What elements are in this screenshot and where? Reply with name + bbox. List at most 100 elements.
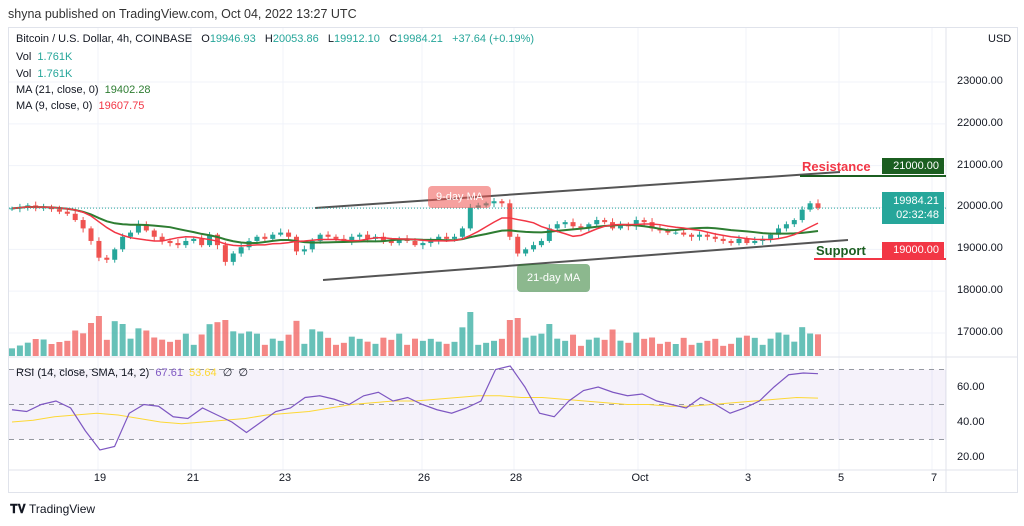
volume-bar [538, 333, 545, 356]
legend-vol1[interactable]: Vol 1.761K [16, 51, 72, 63]
legend-ma9[interactable]: MA (9, close, 0) 19607.75 [16, 100, 144, 112]
volume-bar [577, 345, 584, 356]
vol-value: 1.761K [37, 51, 73, 63]
volume-bar [80, 333, 87, 356]
volume-bar [412, 338, 418, 356]
volume-bar [570, 334, 577, 356]
volume-bar [546, 324, 553, 356]
candle-body [736, 238, 742, 244]
candle-body [799, 209, 805, 221]
candle-body [673, 232, 679, 234]
volume-bar [751, 337, 758, 356]
legend-ma21[interactable]: MA (21, close, 0) 19402.28 [16, 84, 151, 96]
last-price-tag: 19984.21 02:32:48 [882, 192, 944, 224]
candle-body [293, 236, 299, 252]
volume-bar [119, 324, 126, 356]
volume-bar [159, 339, 166, 356]
candle-body [262, 236, 268, 239]
volume-bar [238, 333, 245, 356]
legend-rsi[interactable]: RSI (14, close, SMA, 14, 2) 67.61 53.64 … [16, 366, 248, 379]
change-value: +37.64 (+0.19%) [452, 33, 535, 45]
tradingview-brand[interactable]: 𝐓𝐕 TradingView [10, 502, 95, 517]
candle-body [238, 247, 244, 254]
candle-body [412, 240, 418, 246]
volume-bar [562, 340, 569, 356]
brand-name: TradingView [29, 502, 96, 516]
last-price: 19984.21 [893, 195, 939, 207]
volume-bar [111, 321, 118, 356]
volume-bar [396, 333, 403, 356]
candle-body [602, 220, 608, 223]
volume-bar [530, 335, 537, 356]
volume-bar [506, 320, 513, 356]
ma9-value: 19607.75 [98, 100, 145, 112]
legend-vol2[interactable]: Vol 1.761K [16, 68, 72, 80]
candle-body [214, 234, 220, 246]
ma9-line [11, 206, 819, 247]
volume-bar [688, 344, 695, 356]
volume-bar [451, 341, 458, 356]
volume-bar [633, 332, 640, 356]
volume-bar [554, 338, 561, 356]
candle-body [199, 238, 205, 246]
candle-body [444, 236, 450, 239]
high-label: H [264, 33, 273, 45]
candle-body [617, 224, 623, 229]
volume-bar [356, 338, 363, 356]
time-tick: 23 [278, 472, 292, 484]
candle-body [752, 240, 758, 244]
candle-body [783, 224, 789, 229]
candle-body [459, 228, 465, 237]
candle-body [88, 228, 94, 241]
candle-body [333, 236, 339, 239]
candle-body [807, 203, 813, 210]
candle-body [135, 224, 141, 233]
ma21-value: 19402.28 [104, 84, 151, 96]
ma9-annotation: 9-day MA [428, 186, 492, 208]
time-tick: 5 [837, 472, 845, 484]
candle-body [325, 234, 331, 237]
volume-bar [720, 345, 727, 356]
volume-bar [348, 336, 355, 356]
volume-bar [467, 312, 474, 356]
candle-body [56, 209, 62, 212]
time-tick: 28 [509, 472, 523, 484]
volume-bar [143, 330, 150, 356]
volume-bar [696, 342, 703, 356]
candle-body [9, 208, 15, 210]
tradingview-logo-icon: 𝐓𝐕 [10, 502, 26, 516]
volume-bar [198, 334, 205, 356]
candle-body [586, 224, 592, 229]
chart-frame[interactable] [8, 27, 1018, 493]
candle-body [728, 240, 734, 244]
volume-bar [214, 322, 221, 356]
candle-body [428, 240, 434, 244]
channel-lower-line [322, 239, 849, 281]
volume-bar [103, 339, 110, 356]
volume-bar [293, 320, 300, 356]
resistance-label: Resistance [802, 159, 871, 174]
ma21-label: MA (21, close, 0) [16, 84, 99, 96]
candle-body [183, 240, 189, 246]
candle-body [365, 234, 371, 239]
vol-label: Vol [16, 51, 32, 63]
candle-body [744, 238, 750, 244]
volume-bar [704, 340, 711, 356]
volume-bar [664, 341, 671, 356]
low-value: 19912.10 [334, 33, 380, 45]
candle-body [594, 220, 600, 225]
volume-bar [609, 329, 616, 356]
price-tick: 22000.00 [957, 116, 1003, 129]
volume-bar [514, 318, 521, 356]
rsi-empty-1: ∅ [222, 367, 233, 379]
volume-bar [332, 344, 339, 356]
rsi-tick: 40.00 [957, 416, 985, 428]
candle-body [167, 240, 173, 244]
volume-bar [656, 343, 663, 356]
candle-body [120, 236, 126, 250]
volume-bar [88, 323, 95, 356]
volume-bar [285, 334, 292, 356]
bar-countdown: 02:32:48 [896, 209, 939, 221]
candle-body [507, 203, 513, 237]
